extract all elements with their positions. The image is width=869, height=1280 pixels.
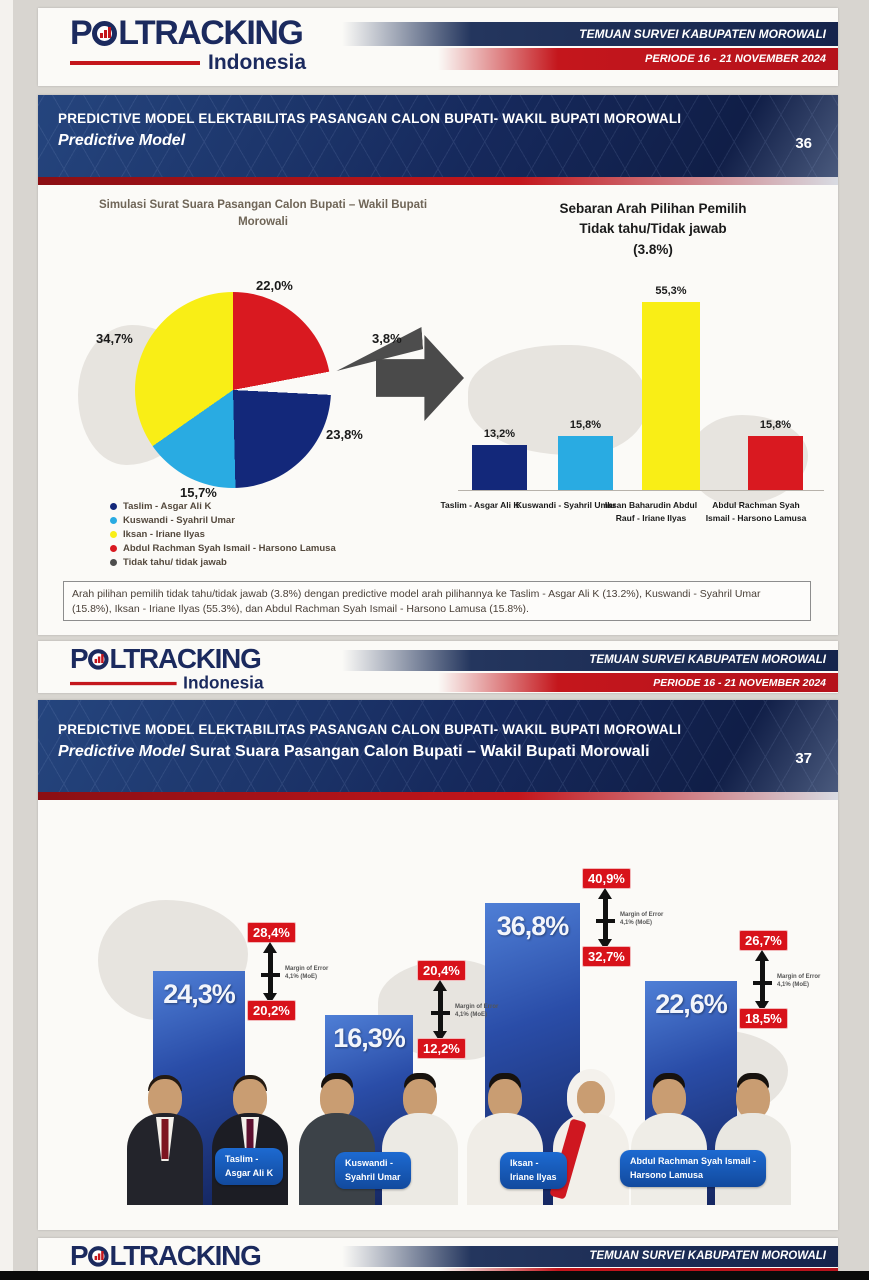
moe-label: Margin of Error 4,1% (MoE): [455, 1004, 499, 1019]
logo-o-chart-icon: [88, 1245, 109, 1267]
pie-label-cyan: 15,7%: [180, 485, 217, 500]
slide-36: PREDICTIVE MODEL ELEKTABILITAS PASANGAN …: [38, 95, 838, 635]
slide-37-title: PREDICTIVE MODEL ELEKTABILITAS PASANGAN …: [58, 722, 682, 737]
bar-value: 16,3%: [333, 1023, 406, 1054]
poltracking-logo: P LTRACKING: [70, 1240, 262, 1272]
bar-category-label: Kuswandi - Syahril Umar: [515, 500, 617, 510]
moe-label: Margin of Error 4,1% (MoE): [777, 974, 821, 989]
banner-period: PERIODE 16 - 21 NOVEMBER 2024: [438, 673, 838, 692]
legend-dot-red: [110, 545, 117, 552]
legend-item: Kuswandi - Syahril Umar: [110, 515, 336, 526]
moe-arrow-icon: [431, 980, 450, 1042]
slide-36-page-number: 36: [795, 135, 812, 152]
pie-label-undecided: 3,8%: [372, 331, 402, 346]
legend-dot-cyan: [110, 517, 117, 524]
upper-bound-badge: 26,7%: [739, 930, 788, 951]
bar-value: 15,8%: [759, 419, 792, 432]
banner-survey-title: TEMUAN SURVEI KABUPATEN MOROWALI: [342, 22, 838, 46]
pie-label-red: 22,0%: [256, 278, 293, 293]
lower-bound-badge: 18,5%: [739, 1008, 788, 1029]
legend-item: Tidak tahu/ tidak jawab: [110, 557, 336, 568]
poltracking-logo: P LTRACKING Indonesia: [70, 16, 306, 73]
slide-37-subtitle: Predictive Model Surat Suara Pasangan Ca…: [58, 743, 650, 760]
slide-36-subtitle: Predictive Model: [58, 132, 186, 149]
logo-letter-p: P: [70, 14, 93, 52]
banner-period-clipped: [438, 1268, 838, 1272]
logo-o-chart-icon: [92, 20, 118, 46]
upper-bound-badge: 40,9%: [582, 868, 631, 889]
legend-item: Abdul Rachman Syah Ismail - Harsono Lamu…: [110, 543, 336, 554]
bar-value: 15,8%: [569, 419, 602, 432]
lower-bound-badge: 12,2%: [417, 1038, 466, 1059]
note-box: Arah pilihan pemilih tidak tahu/tidak ja…: [63, 581, 811, 621]
slide-36-title: PREDICTIVE MODEL ELEKTABILITAS PASANGAN …: [58, 111, 682, 126]
banner-survey-title: TEMUAN SURVEI KABUPATEN MOROWALI: [342, 650, 838, 671]
bar-iksan: 55,3%: [642, 285, 700, 490]
moe-arrow-icon: [261, 942, 280, 1004]
pie-chart: [135, 292, 331, 488]
moe-label: Margin of Error 4,1% (MoE): [285, 966, 329, 981]
banner-survey-title: TEMUAN SURVEI KABUPATEN MOROWALI: [342, 1246, 838, 1267]
moe-arrow-icon: [753, 950, 772, 1012]
bar-value: 24,3%: [163, 979, 236, 1010]
logo-text: LTRACKING: [118, 14, 304, 52]
bar-chart-37: 24,3% 16,3% 36,8% 22,6% 28,4% Margin of …: [38, 800, 838, 1205]
bottom-black-strip: [0, 1271, 869, 1280]
pie-label-navy: 23,8%: [326, 427, 363, 442]
bar-category-label: Taslim - Asgar Ali K: [440, 500, 520, 510]
bar-value: 55,3%: [655, 284, 687, 297]
bar-abdul: 15,8%: [748, 419, 803, 490]
bar-category-label: Iksan Baharudin Abdul Rauf - Iriane Ilya…: [604, 500, 698, 523]
poltracking-logo: P LTRACKING Indonesia: [70, 643, 264, 693]
header-card-middle: P LTRACKING Indonesia TEMUAN SURVEI KABU…: [38, 641, 838, 693]
name-pill-kuswandi: Kuswandi - Syahril Umar: [335, 1152, 411, 1189]
slide-36-titlebar: PREDICTIVE MODEL ELEKTABILITAS PASANGAN …: [38, 95, 838, 185]
upper-bound-badge: 28,4%: [247, 922, 296, 943]
name-pill-taslim: Taslim - Asgar Ali K: [215, 1148, 284, 1185]
header-card-top: P LTRACKING Indonesia TEMUAN SURVEI KABU…: [38, 8, 838, 86]
lower-bound-badge: 20,2%: [247, 1000, 296, 1021]
left-edge-strip: [0, 0, 13, 1280]
pie-legend: Taslim - Asgar Ali K Kuswandi - Syahril …: [110, 501, 336, 571]
pie-chart-title: Simulasi Surat Suara Pasangan Calon Bupa…: [98, 199, 428, 229]
bar-value: 36,8%: [496, 910, 570, 941]
moe-label: Margin of Error 4,1% (MoE): [620, 912, 664, 927]
legend-dot-navy: [110, 503, 117, 510]
logo-red-line: [70, 60, 200, 65]
logo-red-line: [70, 681, 177, 685]
bar-taslim: 13,2%: [472, 428, 527, 490]
candidate-photo-taslim-pair: [106, 1055, 316, 1205]
lower-bound-badge: 32,7%: [582, 946, 631, 967]
legend-item: Taslim - Asgar Ali K: [110, 501, 336, 512]
logo-o-chart-icon: [88, 648, 109, 670]
bar-value: 22,6%: [655, 988, 728, 1019]
bar-value: 13,2%: [483, 428, 516, 441]
name-pill-abdul: Abdul Rachman Syah Ismail - Harsono Lamu…: [620, 1150, 767, 1187]
banner-period: PERIODE 16 - 21 NOVEMBER 2024: [438, 48, 838, 70]
bar-kuswandi: 15,8%: [558, 419, 613, 490]
slide-37: PREDICTIVE MODEL ELEKTABILITAS PASANGAN …: [38, 700, 838, 1230]
legend-dot-gray: [110, 559, 117, 566]
slide-37-page-number: 37: [795, 750, 812, 767]
logo-subtext: Indonesia: [208, 51, 307, 74]
moe-arrow-icon: [596, 888, 615, 950]
upper-bound-badge: 20,4%: [417, 960, 466, 981]
legend-item: Iksan - Iriane Ilyas: [110, 529, 336, 540]
legend-dot-yellow: [110, 531, 117, 538]
header-card-bottom: P LTRACKING TEMUAN SURVEI KABUPATEN MORO…: [38, 1238, 838, 1272]
name-pill-iksan: Iksan - Iriane Ilyas: [500, 1152, 567, 1189]
slide-37-titlebar: PREDICTIVE MODEL ELEKTABILITAS PASANGAN …: [38, 700, 838, 800]
bar-chart-title: Sebaran Arah Pilihan Pemilih Tidak tahu/…: [559, 201, 747, 257]
bar-category-label: Abdul Rachman Syah Ismail - Harsono Lamu…: [705, 500, 807, 523]
pie-label-yellow: 34,7%: [96, 331, 133, 346]
bar-chart-36: 13,2% 15,8% 55,3% 15,8%: [458, 285, 824, 490]
x-axis: [458, 490, 824, 491]
